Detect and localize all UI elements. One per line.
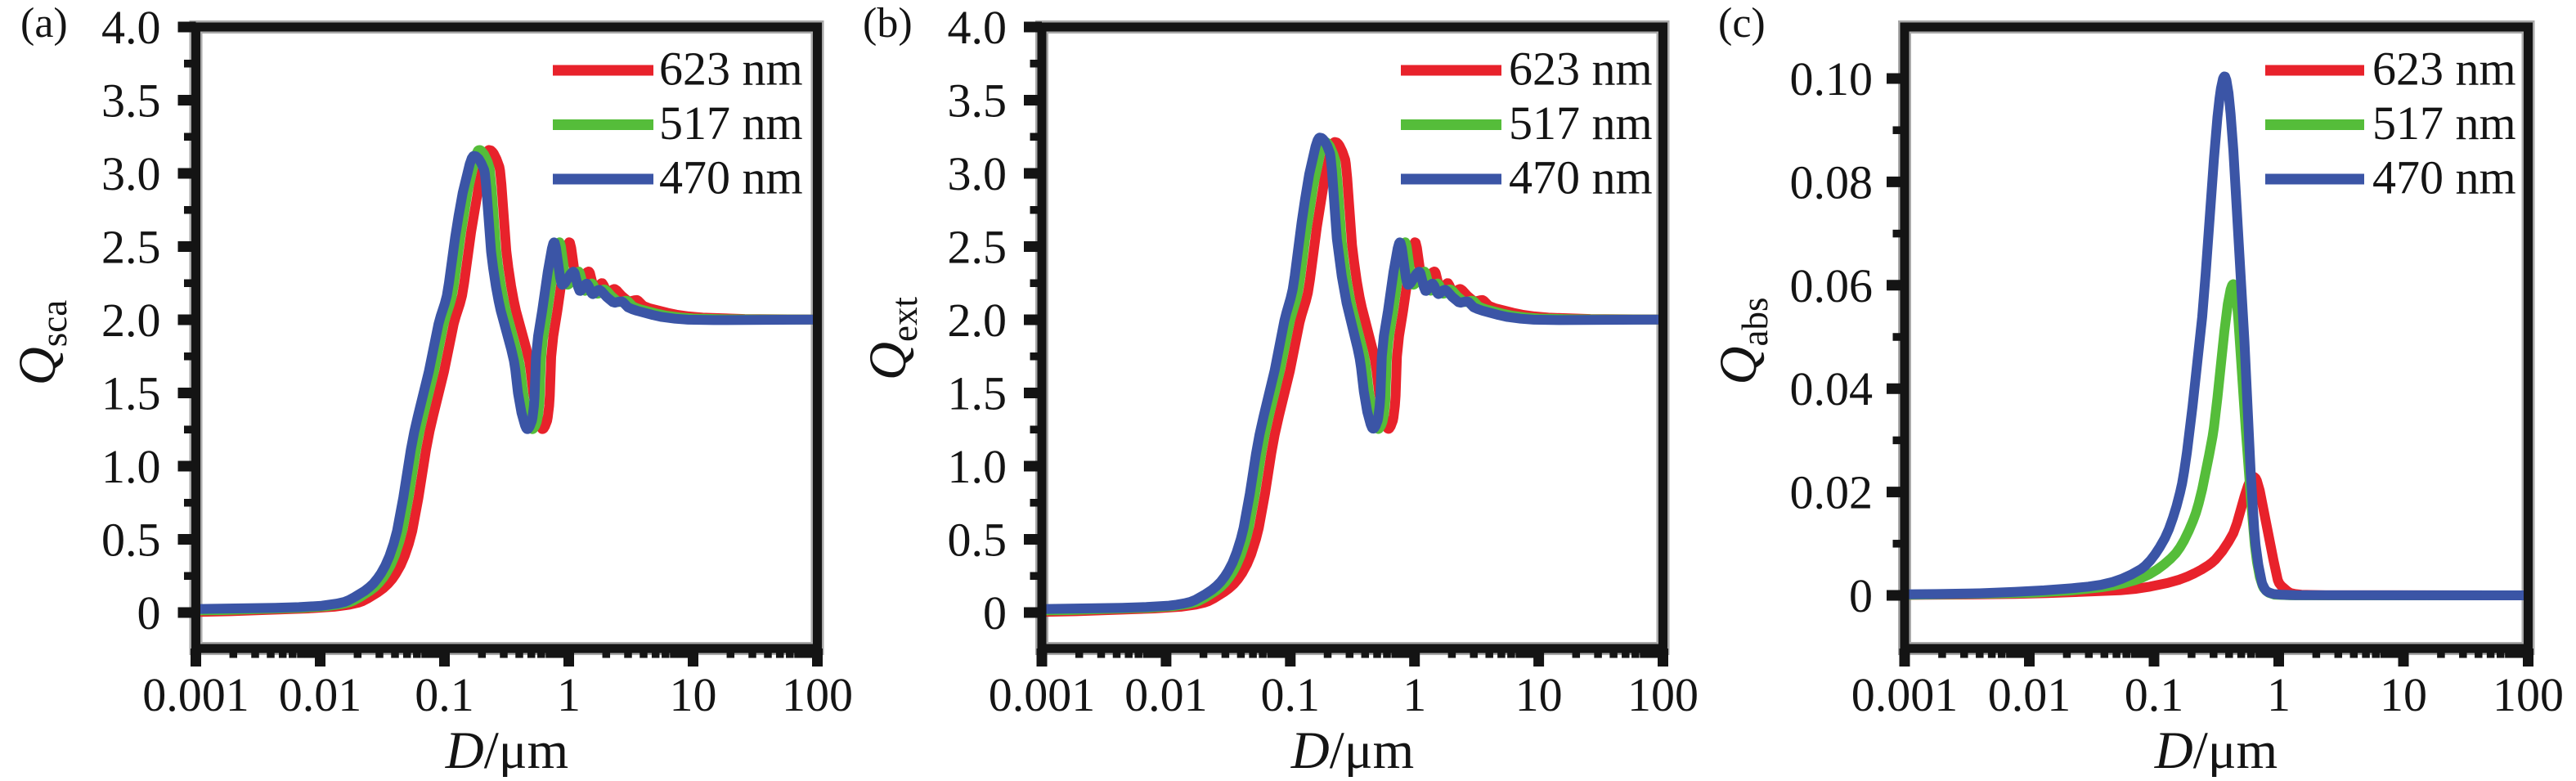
svg-text:0.10: 0.10 <box>1790 52 1874 105</box>
svg-text:0.001: 0.001 <box>989 668 1096 721</box>
svg-text:D/μm: D/μm <box>445 721 568 777</box>
svg-text:0.04: 0.04 <box>1790 362 1874 415</box>
svg-text:100: 100 <box>1627 668 1699 721</box>
svg-text:4.0: 4.0 <box>101 1 161 54</box>
svg-text:0.06: 0.06 <box>1790 259 1874 312</box>
svg-text:470 nm: 470 nm <box>659 151 803 204</box>
svg-text:1: 1 <box>557 668 581 721</box>
svg-text:(a): (a) <box>20 0 68 47</box>
svg-text:470 nm: 470 nm <box>1509 151 1653 204</box>
svg-text:0.1: 0.1 <box>2125 668 2184 721</box>
svg-text:0: 0 <box>137 586 161 640</box>
svg-text:0.001: 0.001 <box>1851 668 1959 721</box>
svg-text:1.5: 1.5 <box>101 367 161 420</box>
svg-text:0: 0 <box>1849 569 1873 622</box>
svg-text:470 nm: 470 nm <box>2372 151 2516 204</box>
svg-text:517 nm: 517 nm <box>659 97 803 150</box>
svg-text:623 nm: 623 nm <box>659 43 803 96</box>
svg-text:100: 100 <box>782 668 853 721</box>
svg-text:1.0: 1.0 <box>948 440 1008 493</box>
svg-text:0.001: 0.001 <box>142 668 249 721</box>
svg-text:2.5: 2.5 <box>948 221 1008 274</box>
svg-text:0.01: 0.01 <box>1124 668 1208 721</box>
svg-text:3.5: 3.5 <box>948 74 1008 128</box>
svg-text:0.01: 0.01 <box>279 668 362 721</box>
svg-text:(c): (c) <box>1718 0 1766 47</box>
svg-text:0.1: 0.1 <box>1261 668 1321 721</box>
svg-text:4.0: 4.0 <box>948 1 1008 54</box>
svg-text:623 nm: 623 nm <box>1509 43 1653 96</box>
svg-text:10: 10 <box>670 668 717 721</box>
svg-text:0.02: 0.02 <box>1790 466 1874 519</box>
svg-text:1.0: 1.0 <box>101 440 161 493</box>
svg-text:2.0: 2.0 <box>948 294 1008 347</box>
svg-text:D/μm: D/μm <box>2154 721 2278 777</box>
svg-text:623 nm: 623 nm <box>2372 43 2516 96</box>
svg-text:Qsca: Qsca <box>8 300 74 385</box>
svg-text:517 nm: 517 nm <box>1509 97 1653 150</box>
svg-text:3.0: 3.0 <box>948 147 1008 200</box>
svg-text:100: 100 <box>2493 668 2564 721</box>
svg-text:0.1: 0.1 <box>415 668 474 721</box>
svg-text:(b): (b) <box>863 0 913 47</box>
svg-text:517 nm: 517 nm <box>2372 97 2516 150</box>
svg-text:3.5: 3.5 <box>101 74 161 128</box>
svg-text:0.01: 0.01 <box>1988 668 2071 721</box>
svg-text:10: 10 <box>1515 668 1563 721</box>
svg-text:10: 10 <box>2380 668 2427 721</box>
svg-text:Qabs: Qabs <box>1709 298 1775 385</box>
svg-text:Qext: Qext <box>859 297 925 380</box>
svg-text:0.08: 0.08 <box>1790 155 1874 209</box>
svg-text:2.0: 2.0 <box>101 294 161 347</box>
svg-text:1.5: 1.5 <box>948 367 1008 420</box>
svg-text:3.0: 3.0 <box>101 147 161 200</box>
svg-text:0.5: 0.5 <box>948 514 1008 567</box>
svg-text:1: 1 <box>2267 668 2291 721</box>
svg-text:2.5: 2.5 <box>101 221 161 274</box>
svg-text:0: 0 <box>983 586 1007 640</box>
svg-text:D/μm: D/μm <box>1290 721 1414 777</box>
svg-text:0.5: 0.5 <box>101 514 161 567</box>
svg-text:1: 1 <box>1402 668 1426 721</box>
